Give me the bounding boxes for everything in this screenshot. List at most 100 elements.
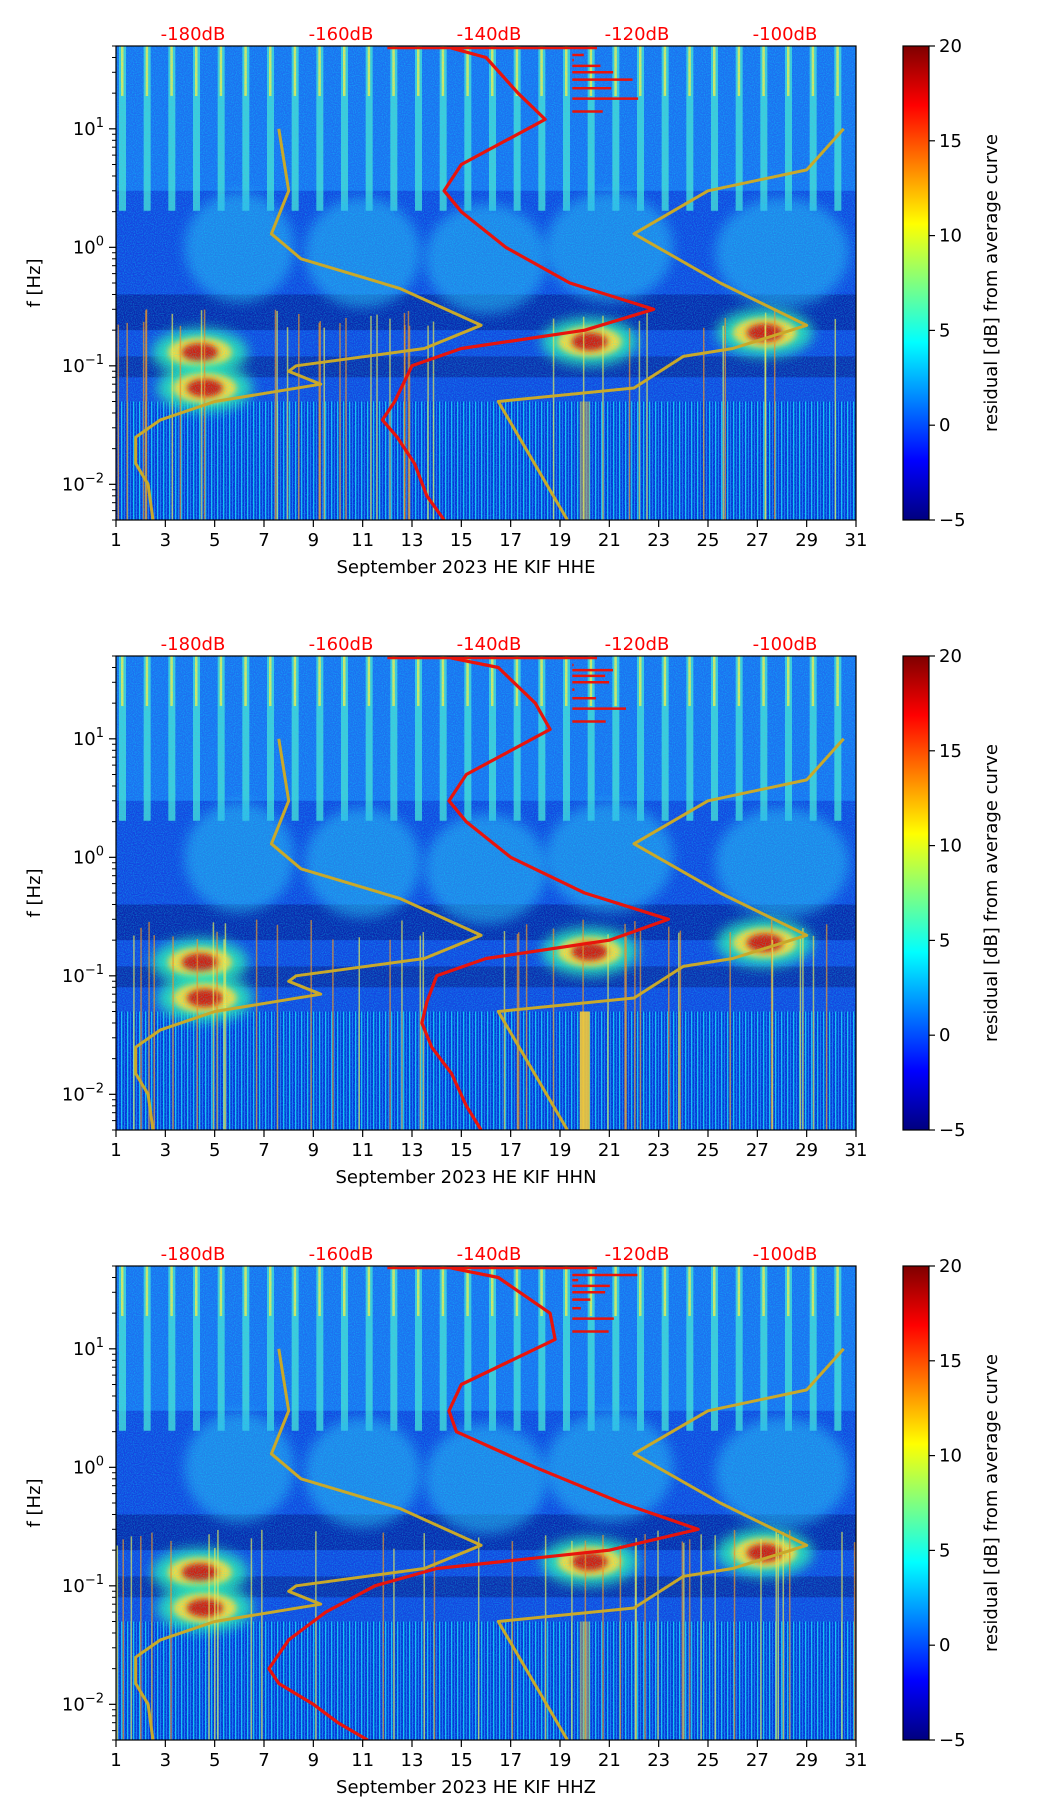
- noise-model-curve-high: [496, 1347, 845, 1740]
- noise-model-curve-low: [134, 738, 483, 1130]
- persistent-band: [579, 401, 590, 520]
- x-tick-label: 1: [110, 1140, 121, 1161]
- x-tick-label: 17: [499, 530, 522, 551]
- colorbar-label: residual [dB] from average curve: [981, 744, 1002, 1042]
- x-axis-label: September 2023 HE KIF HHE: [336, 557, 595, 578]
- x-tick-label: 15: [450, 1750, 473, 1771]
- db-label: -140dB: [457, 1244, 522, 1265]
- colorbar-tick-label: 10: [939, 836, 962, 857]
- y-axis-label: f [Hz]: [24, 868, 45, 917]
- x-tick-label: 29: [795, 1750, 818, 1771]
- x-tick-label: 5: [209, 1140, 220, 1161]
- y-tick-label: 10−1: [62, 963, 104, 987]
- x-tick-label: 11: [351, 1750, 374, 1771]
- colorbar-tick-label: 0: [939, 1635, 950, 1656]
- y-axis-label: f [Hz]: [24, 258, 45, 307]
- db-label: -120dB: [605, 24, 670, 45]
- x-tick-label: 25: [697, 530, 720, 551]
- y-tick-label: 101: [73, 1336, 104, 1360]
- y-tick-label: 101: [73, 726, 104, 750]
- colorbar-label: residual [dB] from average curve: [981, 1354, 1002, 1652]
- colorbar-tick-label: 10: [939, 226, 962, 247]
- colorbar-tick-label: 15: [939, 131, 962, 152]
- spectrogram-panel-3: 1 3 5 7 9 11 13 15 17 19 21 23 25 27 29 3110−210−110010…: [24, 1244, 1002, 1798]
- colorbar-label: residual [dB] from average curve: [981, 134, 1002, 432]
- db-label: -140dB: [457, 634, 522, 655]
- x-tick-label: 7: [258, 530, 269, 551]
- x-tick-label: 15: [450, 1140, 473, 1161]
- x-tick-label: 9: [308, 530, 319, 551]
- colorbar-tick-label: 0: [939, 1025, 950, 1046]
- colorbar: −5 0 5 10 15 20 residual [dB] from average cur…: [902, 36, 1002, 531]
- x-tick-label: 23: [647, 1750, 670, 1771]
- heatmap-area: [116, 1266, 856, 1740]
- db-label: -140dB: [457, 24, 522, 45]
- x-tick-label: 29: [795, 530, 818, 551]
- colorbar-gradient: [902, 1265, 930, 1741]
- x-tick-label: 21: [598, 530, 621, 551]
- colorbar-tick-label: 0: [939, 415, 950, 436]
- x-tick-label: 29: [795, 1140, 818, 1161]
- noise-model-curve-low: [134, 128, 483, 520]
- colorbar: −5 0 5 10 15 20 residual [dB] from average cur…: [902, 646, 1002, 1141]
- colorbar-tick-label: 20: [939, 36, 962, 57]
- db-label: -120dB: [605, 1244, 670, 1265]
- x-tick-label: 13: [401, 1140, 424, 1161]
- x-tick-label: 7: [258, 1140, 269, 1161]
- x-tick-label: 21: [598, 1750, 621, 1771]
- db-label: -160dB: [309, 1244, 374, 1265]
- colorbar-tick-label: 5: [939, 930, 950, 951]
- average-psd-curve: [380, 46, 656, 520]
- db-label: -180dB: [161, 1244, 226, 1265]
- x-tick-label: 3: [160, 1140, 171, 1161]
- db-label: -100dB: [753, 634, 818, 655]
- average-psd-curve: [267, 1266, 700, 1740]
- colorbar-tick-label: 20: [939, 1256, 962, 1277]
- y-tick-label: 100: [73, 844, 104, 868]
- x-axis-label: September 2023 HE KIF HHZ: [336, 1777, 596, 1798]
- x-tick-label: 3: [160, 1750, 171, 1771]
- y-tick-label: 10−1: [62, 1573, 104, 1597]
- x-tick-label: 11: [351, 530, 374, 551]
- x-tick-label: 19: [549, 1140, 572, 1161]
- noise-model-curve-low: [134, 1348, 483, 1740]
- colorbar-gradient: [902, 655, 930, 1131]
- y-tick-label: 101: [73, 116, 104, 140]
- colorbar-gradient: [902, 45, 930, 521]
- colorbar-tick-label: −5: [939, 1120, 966, 1141]
- x-tick-label: 9: [308, 1750, 319, 1771]
- db-label: -100dB: [753, 24, 818, 45]
- db-label: -120dB: [605, 634, 670, 655]
- x-tick-label: 13: [401, 1750, 424, 1771]
- average-psd-curve: [420, 656, 671, 1130]
- x-tick-label: 7: [258, 1750, 269, 1771]
- noise-texture: [116, 1266, 856, 1740]
- x-tick-label: 5: [209, 1750, 220, 1771]
- db-label: -100dB: [753, 1244, 818, 1265]
- x-tick-label: 31: [845, 530, 868, 551]
- db-label: -160dB: [309, 634, 374, 655]
- x-tick-label: 9: [308, 1140, 319, 1161]
- db-label: -180dB: [161, 634, 226, 655]
- persistent-band: [579, 1621, 590, 1740]
- y-tick-label: 10−2: [62, 1081, 104, 1105]
- heatmap-area: [116, 46, 856, 520]
- db-label: -180dB: [161, 24, 226, 45]
- x-tick-label: 17: [499, 1140, 522, 1161]
- colorbar-tick-label: 20: [939, 646, 962, 667]
- x-tick-label: 11: [351, 1140, 374, 1161]
- y-tick-label: 10−1: [62, 353, 104, 377]
- x-tick-label: 21: [598, 1140, 621, 1161]
- noise-model-curve-high: [496, 127, 845, 520]
- x-tick-label: 27: [746, 1750, 769, 1771]
- x-tick-label: 27: [746, 1140, 769, 1161]
- x-tick-label: 31: [845, 1750, 868, 1771]
- x-tick-label: 15: [450, 530, 473, 551]
- spectrogram-panel-1: 1 3 5 7 9 11 13 15 17 19 21 23 25 27 29 3110−210−110010…: [24, 24, 1002, 578]
- persistent-band: [579, 1011, 590, 1130]
- colorbar: −5 0 5 10 15 20 residual [dB] from average cur…: [902, 1256, 1002, 1751]
- spectrogram-panel-2: 1 3 5 7 9 11 13 15 17 19 21 23 25 27 29 3110−210−110010…: [24, 634, 1002, 1188]
- x-tick-label: 31: [845, 1140, 868, 1161]
- colorbar-tick-label: −5: [939, 1730, 966, 1751]
- x-tick-label: 5: [209, 530, 220, 551]
